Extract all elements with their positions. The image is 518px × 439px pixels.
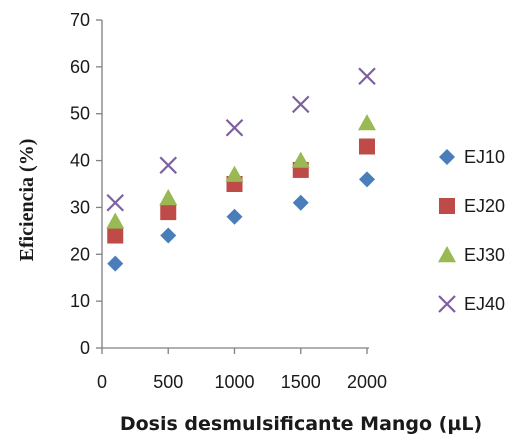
data-point [359,171,375,188]
legend-item-ej10: EJ10 [439,147,505,167]
data-point [292,194,309,211]
data-point [359,138,375,155]
data-point [291,95,310,114]
x-axis-label: Dosis desmulsificante Mango (µL) [120,413,482,435]
legend-label: EJ10 [464,147,505,167]
y-tick-label: 40 [70,151,90,171]
data-point [291,151,310,168]
data-point [225,165,244,182]
y-tick-label: 50 [70,104,90,124]
legend-item-ej30: EJ30 [438,245,505,265]
y-tick-label: 0 [80,338,90,358]
data-point [160,204,177,221]
data-point [107,227,124,244]
legend-marker [438,246,456,263]
data-point [107,255,124,272]
x-axis-ticks: 0 500 1000 1500 2000 [97,348,387,392]
y-tick-label: 30 [70,197,90,217]
data-point [159,189,178,206]
series-ej20 [107,138,375,244]
x-tick-label: 2000 [347,372,387,392]
legend-item-ej20: EJ20 [439,196,505,216]
axes [101,20,369,349]
data-point [160,227,177,244]
y-tick-label: 20 [70,244,90,264]
y-axis-ticks: 0 10 20 30 40 50 60 70 [70,10,102,358]
data-point [106,193,125,212]
data-points [106,67,376,272]
legend-marker [439,149,455,165]
data-point [106,212,125,229]
legend-marker [438,295,456,313]
series-ej40 [106,67,376,212]
x-tick-label: 1000 [214,372,254,392]
legend: EJ10 EJ20 EJ30 EJ40 [438,147,505,314]
x-tick-label: 500 [153,372,183,392]
legend-item-ej40: EJ40 [438,294,505,314]
x-tick-label: 0 [97,372,107,392]
y-axis-label: Eficiencia (%) [16,139,38,262]
legend-marker [439,198,455,214]
legend-label: EJ20 [464,196,505,216]
y-tick-label: 60 [70,57,90,77]
data-point [226,208,243,225]
data-point [358,114,376,131]
data-point [358,67,376,86]
legend-label: EJ40 [464,294,505,314]
legend-label: EJ30 [464,245,505,265]
x-tick-label: 1500 [281,372,321,392]
series-ej10 [107,171,375,272]
y-tick-label: 70 [70,10,90,30]
data-point [225,118,244,137]
data-point [159,156,178,175]
series-ej30 [106,114,376,229]
y-tick-label: 10 [70,291,90,311]
